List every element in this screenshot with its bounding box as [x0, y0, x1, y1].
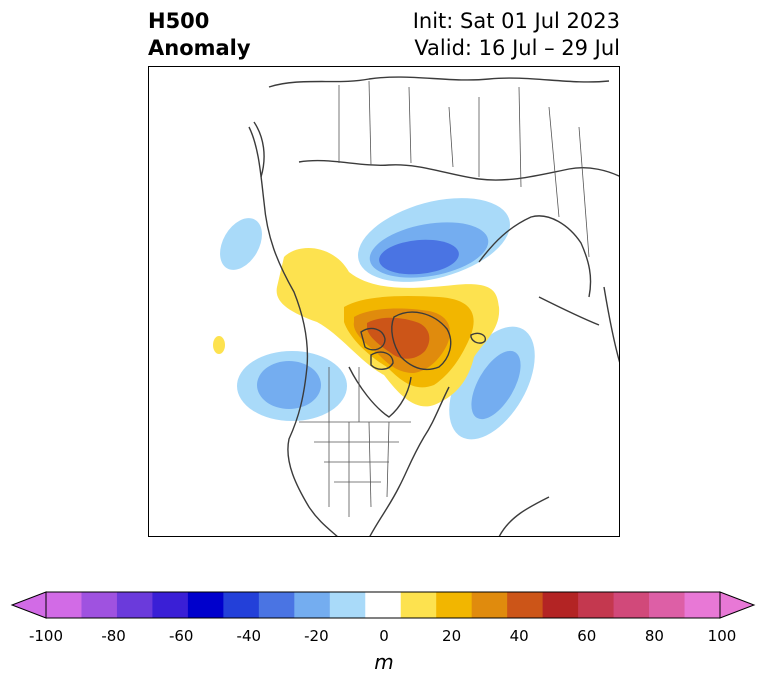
- colorbar-segment: [258, 592, 295, 618]
- colorbar-segment: [81, 592, 118, 618]
- colorbar-segment: [436, 592, 473, 618]
- colorbar-segment: [507, 592, 544, 618]
- colorbar-segment: [365, 592, 402, 618]
- coastlines: [248, 76, 619, 536]
- colorbar-tick-label: 100: [707, 627, 737, 645]
- colorbar-extend-low: [10, 591, 47, 619]
- colorbar-tick-label: -60: [168, 627, 194, 645]
- colorbar-outline: [45, 591, 721, 619]
- colorbar: [10, 590, 756, 620]
- anomaly-positive-small: [213, 336, 225, 354]
- colorbar-extend-high: [719, 591, 756, 619]
- political-boundaries: [299, 80, 590, 517]
- colorbar-segment: [578, 592, 615, 618]
- colorbar-tick-label: -80: [101, 627, 126, 645]
- colorbar-tick-label: 20: [442, 627, 462, 645]
- colorbar-segment: [46, 592, 82, 618]
- init-date: Init: Sat 01 Jul 2023: [412, 9, 620, 33]
- valid-range: Valid: 16 Jul – 29 Jul: [414, 36, 620, 60]
- colorbar-svg: [10, 591, 756, 619]
- anomaly-positive-greenland: [276, 248, 500, 407]
- anomaly-negative-alaska: [237, 351, 347, 421]
- colorbar-segment: [152, 592, 189, 618]
- colorbar-segment: [613, 592, 650, 618]
- map-edge-gap: [149, 283, 152, 319]
- anomaly-negative-pacific-small: [220, 218, 262, 270]
- title-variable: H500: [148, 9, 210, 33]
- colorbar-segment: [116, 592, 153, 618]
- colorbar-tick-label: 0: [379, 627, 389, 645]
- colorbar-segment: [223, 592, 260, 618]
- anomaly-negative-siberia: [358, 198, 510, 282]
- colorbar-segment: [542, 592, 579, 618]
- colorbar-segment: [329, 592, 366, 618]
- title-left: H500 Anomaly: [148, 8, 251, 62]
- colorbar-segment: [684, 592, 721, 618]
- colorbar-tick-label: 60: [577, 627, 597, 645]
- colorbar-tick-label: 80: [644, 627, 664, 645]
- colorbar-tick-label: -20: [304, 627, 329, 645]
- colorbar-segment: [294, 592, 331, 618]
- colorbar-tick-label: 40: [509, 627, 529, 645]
- title-type: Anomaly: [148, 36, 251, 60]
- map-panel: [148, 66, 620, 537]
- colorbar-segment: [471, 592, 508, 618]
- colorbar-segment: [400, 592, 437, 618]
- colorbar-unit-label: m: [374, 650, 394, 674]
- colorbar-segment: [187, 592, 224, 618]
- title-right: Init: Sat 01 Jul 2023 Valid: 16 Jul – 29…: [413, 8, 620, 62]
- colorbar-segment: [649, 592, 686, 618]
- colorbar-tick-label: -40: [236, 627, 262, 645]
- anomaly-map: [149, 76, 619, 536]
- colorbar-tick-label: -100: [28, 627, 64, 645]
